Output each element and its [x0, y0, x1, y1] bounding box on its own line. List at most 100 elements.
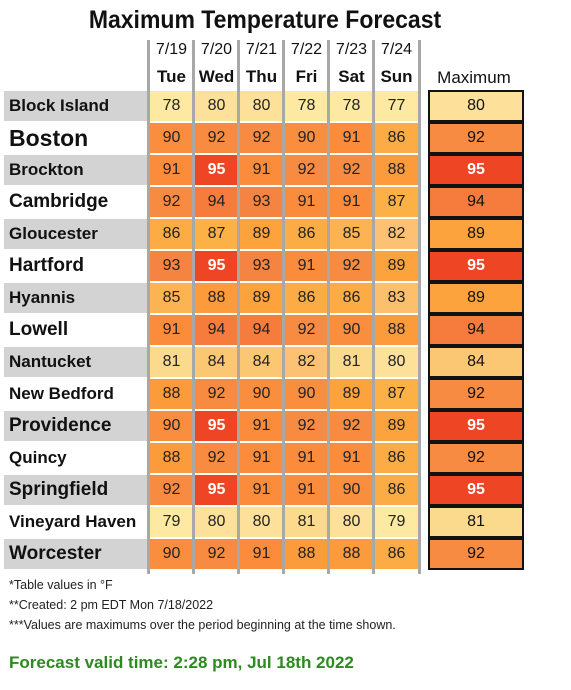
column-date: 7/23 — [335, 41, 368, 58]
temperature-cell: 92 — [285, 411, 328, 441]
maximum-column-header: Maximum — [437, 68, 511, 87]
temperature-cell: 88 — [195, 283, 238, 313]
column-day: Wed — [198, 67, 235, 86]
temperature-cell: 86 — [375, 123, 418, 153]
temperature-cell: 78 — [285, 91, 328, 121]
temperature-cell: 80 — [375, 347, 418, 377]
temperature-cell: 91 — [150, 155, 193, 185]
column-separator — [327, 40, 330, 574]
temperature-cell: 81 — [330, 347, 373, 377]
temperature-cell: 89 — [375, 251, 418, 281]
city-label: Block Island — [4, 91, 147, 121]
temperature-cell: 95 — [195, 475, 238, 505]
temperature-cell: 90 — [285, 379, 328, 409]
temperature-cell: 91 — [285, 443, 328, 473]
temperature-cell: 78 — [330, 91, 373, 121]
city-label: Nantucket — [4, 347, 147, 377]
forecast-valid-time: Forecast valid time: 2:28 pm, Jul 18th 2… — [9, 653, 354, 672]
note-units: *Table values in °F — [9, 578, 113, 592]
maximum-cell: 95 — [428, 474, 524, 506]
city-label: Springfield — [4, 475, 147, 505]
temperature-cell: 90 — [330, 475, 373, 505]
column-day: Fri — [295, 67, 318, 86]
temperature-cell: 94 — [240, 315, 283, 345]
note-created: **Created: 2 pm EDT Mon 7/18/2022 — [9, 598, 214, 612]
maximum-cell: 95 — [428, 250, 524, 282]
temperature-cell: 89 — [375, 411, 418, 441]
temperature-cell: 92 — [330, 251, 373, 281]
temperature-cell: 95 — [195, 411, 238, 441]
temperature-cell: 94 — [195, 315, 238, 345]
column-separator — [237, 40, 240, 574]
city-label: Lowell — [4, 315, 147, 345]
temperature-cell: 91 — [330, 123, 373, 153]
city-label: Gloucester — [4, 219, 147, 249]
maximum-cell: 95 — [428, 410, 524, 442]
maximum-cell: 94 — [428, 186, 524, 218]
temperature-cell: 86 — [285, 283, 328, 313]
city-label: Boston — [4, 123, 147, 153]
column-separator — [372, 40, 375, 574]
temperature-cell: 86 — [375, 475, 418, 505]
temperature-cell: 87 — [375, 187, 418, 217]
city-label: Vineyard Haven — [4, 507, 147, 537]
temperature-cell: 92 — [150, 475, 193, 505]
maximum-cell: 81 — [428, 506, 524, 538]
temperature-cell: 77 — [375, 91, 418, 121]
column-date: 7/24 — [380, 41, 413, 58]
temperature-cell: 80 — [330, 507, 373, 537]
temperature-cell: 93 — [240, 251, 283, 281]
temperature-cell: 92 — [195, 123, 238, 153]
column-separator — [147, 40, 150, 574]
temperature-cell: 92 — [330, 411, 373, 441]
temperature-cell: 95 — [195, 155, 238, 185]
temperature-cell: 88 — [330, 539, 373, 569]
temperature-cell: 89 — [240, 219, 283, 249]
temperature-cell: 91 — [240, 155, 283, 185]
temperature-cell: 90 — [150, 539, 193, 569]
temperature-cell: 90 — [240, 379, 283, 409]
column-separator — [192, 40, 195, 574]
temperature-cell: 90 — [285, 123, 328, 153]
temperature-cell: 92 — [330, 155, 373, 185]
column-date: 7/22 — [290, 41, 323, 58]
column-date: 7/21 — [245, 41, 278, 58]
temperature-cell: 87 — [195, 219, 238, 249]
temperature-cell: 92 — [150, 187, 193, 217]
city-label: Brockton — [4, 155, 147, 185]
temperature-cell: 93 — [240, 187, 283, 217]
temperature-cell: 88 — [375, 315, 418, 345]
maximum-cell: 89 — [428, 218, 524, 250]
temperature-cell: 81 — [285, 507, 328, 537]
temperature-cell: 92 — [240, 123, 283, 153]
temperature-cell: 94 — [195, 187, 238, 217]
temperature-cell: 91 — [285, 187, 328, 217]
temperature-cell: 86 — [285, 219, 328, 249]
temperature-cell: 88 — [150, 379, 193, 409]
city-label: New Bedford — [4, 379, 147, 409]
maximum-cell: 92 — [428, 442, 524, 474]
maximum-cell: 92 — [428, 538, 524, 570]
column-day: Thu — [245, 67, 278, 86]
temperature-cell: 86 — [150, 219, 193, 249]
temperature-cell: 90 — [150, 123, 193, 153]
page-title: Maximum Temperature Forecast — [88, 6, 442, 34]
maximum-cell: 92 — [428, 378, 524, 410]
temperature-cell: 91 — [150, 315, 193, 345]
maximum-cell: 92 — [428, 122, 524, 154]
temperature-cell: 88 — [375, 155, 418, 185]
temperature-cell: 91 — [285, 475, 328, 505]
temperature-cell: 89 — [240, 283, 283, 313]
temperature-cell: 80 — [195, 507, 238, 537]
temperature-cell: 93 — [150, 251, 193, 281]
column-day: Tue — [157, 67, 186, 86]
maximum-cell: 84 — [428, 346, 524, 378]
maximum-cell: 80 — [428, 90, 524, 122]
temperature-cell: 79 — [375, 507, 418, 537]
column-date: 7/19 — [155, 41, 188, 58]
city-label: Providence — [4, 411, 147, 441]
temperature-cell: 91 — [240, 539, 283, 569]
temperature-cell: 92 — [195, 379, 238, 409]
temperature-cell: 88 — [150, 443, 193, 473]
maximum-cell: 89 — [428, 282, 524, 314]
